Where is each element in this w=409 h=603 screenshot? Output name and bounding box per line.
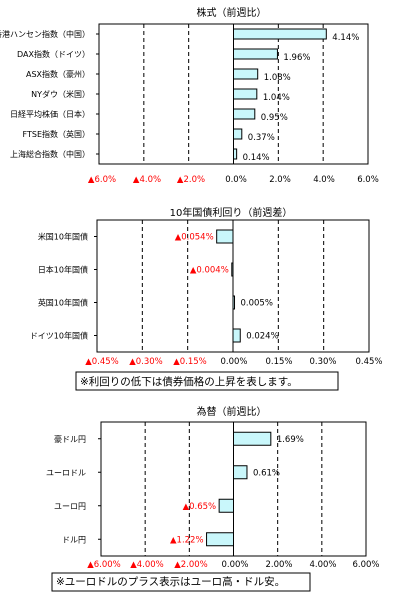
value-label: 1.69% — [277, 435, 304, 445]
value-label: 0.14% — [243, 153, 270, 163]
chart-1: 株式（前週比） 香港ハンセン指数（中国） 4.14% DAX指数（ドイツ） 1.96% A… — [0, 6, 379, 185]
value-label: ▲0.004% — [190, 266, 229, 276]
category-label: ドル円 — [62, 535, 86, 544]
note-box — [51, 572, 311, 592]
chart-title: 為替（前週比） — [197, 405, 267, 418]
value-label: 0.024% — [246, 332, 278, 342]
x-tick-label: 0.00% — [221, 560, 248, 570]
category-label: 英国10年国債 — [38, 298, 88, 308]
x-tick-label: 6.0% — [357, 175, 379, 185]
category-label: ASX指数（豪州） — [26, 69, 90, 79]
category-label: 日経平均株価（日本） — [10, 109, 90, 119]
value-label: 1.04% — [263, 93, 290, 103]
bar — [233, 28, 327, 40]
value-label: 4.14% — [332, 33, 359, 43]
x-tick-label: ▲2.0% — [177, 175, 205, 185]
category-label: ユーロ円 — [54, 502, 86, 511]
category-label: 米国10年国債 — [38, 232, 88, 242]
x-tick-label: 0.0% — [225, 175, 247, 185]
x-tick-label: ▲6.0% — [88, 175, 116, 185]
x-tick-label: ▲4.00% — [130, 560, 164, 570]
bar — [206, 532, 234, 547]
x-tick-label: ▲0.15% — [173, 357, 207, 367]
x-tick-label: ▲4.0% — [133, 175, 161, 185]
bar — [233, 88, 258, 100]
bar — [233, 68, 259, 80]
x-tick-label: ▲0.45% — [85, 357, 119, 367]
note-text: ※利回りの低下は債券価格の上昇を表します。 — [80, 375, 298, 388]
value-label: ▲0.65% — [183, 502, 217, 512]
value-label: 0.005% — [241, 299, 273, 309]
x-tick-label: 0.00% — [220, 357, 247, 367]
chart-title: 10年国債利回り（前週差） — [170, 206, 293, 219]
x-tick-label: 4.0% — [313, 175, 335, 185]
value-label: ▲0.054% — [175, 233, 214, 243]
category-label: 香港ハンセン指数（中国） — [0, 29, 90, 39]
note-box — [75, 371, 339, 391]
chart-3: 為替（前週比） 豪ドル円 1.69% ユーロドル 0.61% ユーロ円 ▲0.65% ドル円 ▲… — [46, 405, 380, 592]
bar — [233, 48, 278, 60]
chart-title: 株式（前週比） — [197, 6, 267, 19]
category-label: ユーロドル — [46, 468, 86, 477]
category-label: 日本10年国債 — [38, 265, 88, 275]
category-label: NYダウ（米国） — [31, 89, 90, 99]
value-label: 0.37% — [248, 133, 275, 143]
x-tick-label: ▲6.00% — [87, 560, 121, 570]
category-label: ドイツ10年国債 — [30, 331, 88, 341]
bar — [233, 431, 272, 446]
x-tick-label: 4.00% — [309, 560, 336, 570]
x-tick-label: 2.00% — [265, 560, 292, 570]
category-label: 上海総合指数（中国） — [10, 149, 90, 159]
value-label: 1.08% — [264, 73, 291, 83]
x-tick-label: ▲0.30% — [129, 357, 163, 367]
category-label: 豪ドル円 — [54, 434, 86, 444]
x-tick-label: 0.30% — [309, 357, 336, 367]
category-label: DAX指数（ドイツ） — [17, 49, 90, 59]
category-label: FTSE指数（英国） — [23, 129, 90, 139]
value-label: 1.96% — [283, 53, 310, 63]
bar — [232, 328, 241, 343]
bar — [233, 128, 243, 140]
value-label: 0.61% — [253, 468, 280, 478]
x-tick-label: 6.00% — [352, 560, 379, 570]
chart-2: 10年国債利回り（前週差） 米国10年国債 ▲0.054% 日本10年国債 ▲0.004… — [30, 206, 383, 391]
x-tick-label: 2.0% — [269, 175, 291, 185]
x-tick-label: 0.45% — [355, 357, 382, 367]
bar — [233, 465, 248, 480]
bar — [218, 498, 234, 513]
x-tick-label: 0.15% — [265, 357, 292, 367]
value-label: 0.95% — [261, 113, 288, 123]
bar — [233, 108, 256, 120]
bar — [216, 229, 234, 244]
x-tick-label: ▲2.00% — [174, 560, 208, 570]
note-text: ※ユーロドルのプラス表示はユーロ高・ドル安。 — [56, 575, 285, 588]
value-label: ▲1.22% — [170, 535, 204, 545]
